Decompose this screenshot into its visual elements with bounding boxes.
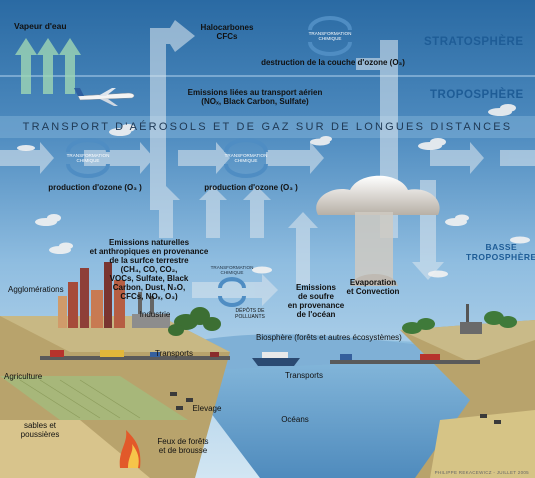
transformation-left-label: TRANSFORMATION CHIMIQUE <box>66 153 110 163</box>
airplane-illustration <box>74 88 135 106</box>
transport-band <box>0 116 535 138</box>
agriculture-label: Agriculture <box>4 372 43 381</box>
transformation-mid-label: TRANSFORMATION CHIMIQUE <box>224 153 268 163</box>
transformation-top-label: TRANSFORMATION CHIMIQUE <box>308 31 352 41</box>
ship-illustration <box>252 352 300 366</box>
transports-right-label: Transports <box>285 371 323 380</box>
transformation-symbols <box>66 16 352 307</box>
ozone-production-left-label: production d'ozone (O₃ ) <box>48 183 142 192</box>
sand-dust-label: sables et poussières <box>20 421 60 439</box>
basse-troposphere-label: BASSE TROPOSPHÈRE <box>466 242 535 262</box>
vehicles <box>50 350 440 360</box>
fire-illustration <box>119 430 141 468</box>
agriculture-fields <box>0 376 188 420</box>
transformation-surface-label: TRANSFORMATION CHIMIQUE <box>210 265 254 275</box>
cattle <box>170 392 501 424</box>
ozone-destruction-label: destruction de la couche d'ozone (O₃) <box>261 58 405 67</box>
industry-label: Industrie <box>139 310 171 319</box>
halocarbons-label: Halocarbones CFCs <box>200 23 254 41</box>
left-forest <box>168 307 221 336</box>
field-lines <box>19 379 141 419</box>
ocean-area <box>0 338 535 478</box>
right-forest <box>402 311 517 334</box>
ocean-sulphur-emissions-label: Emissions de soufre en provenance de l'o… <box>287 283 345 319</box>
water-vapour-arrows <box>15 38 81 94</box>
road-left <box>40 356 230 360</box>
road-right <box>330 360 480 364</box>
pollutant-deposits-label: DÉPÔTS DE POLLUANTS <box>235 308 265 320</box>
convection-cloud <box>316 175 440 286</box>
aviation-emissions-label: Emissions liées au transport aérien (NOₓ… <box>187 88 323 106</box>
forest-fires-label: Feux de forêts et de brousse <box>157 437 209 455</box>
biosphere-label: Biosphère (forêts et autres écosystèmes) <box>256 333 402 342</box>
city-skyline <box>58 262 125 328</box>
transports-left-label: Transports <box>155 349 193 358</box>
sand-area <box>0 420 150 478</box>
evaporation-convection-label: Evaporation et Convection <box>346 278 400 296</box>
agglomerations-label: Agglomérations <box>8 285 64 294</box>
small-clouds <box>17 104 530 278</box>
oceans-label: Océans <box>281 415 309 424</box>
surface-emissions-label: Emissions naturelles et anthropiques en … <box>89 238 209 301</box>
industry-buildings <box>132 292 482 334</box>
credit-text: PHILIPPE REKACEWICZ - JUILLET 2005 <box>434 470 529 475</box>
ozone-production-mid-label: production d'ozone (O₃ ) <box>204 183 298 192</box>
water-vapour-label: Vapeur d'eau <box>14 21 67 31</box>
livestock-label: Elevage <box>192 404 222 413</box>
long-distance-transport-banner: TRANSPORT D'AÉROSOLS ET DE GAZ SUR DE LO… <box>22 121 513 133</box>
stratosphere-label: STRATOSPHÈRE <box>424 36 524 48</box>
troposphere-label: TROPOSPHÈRE <box>430 89 524 101</box>
